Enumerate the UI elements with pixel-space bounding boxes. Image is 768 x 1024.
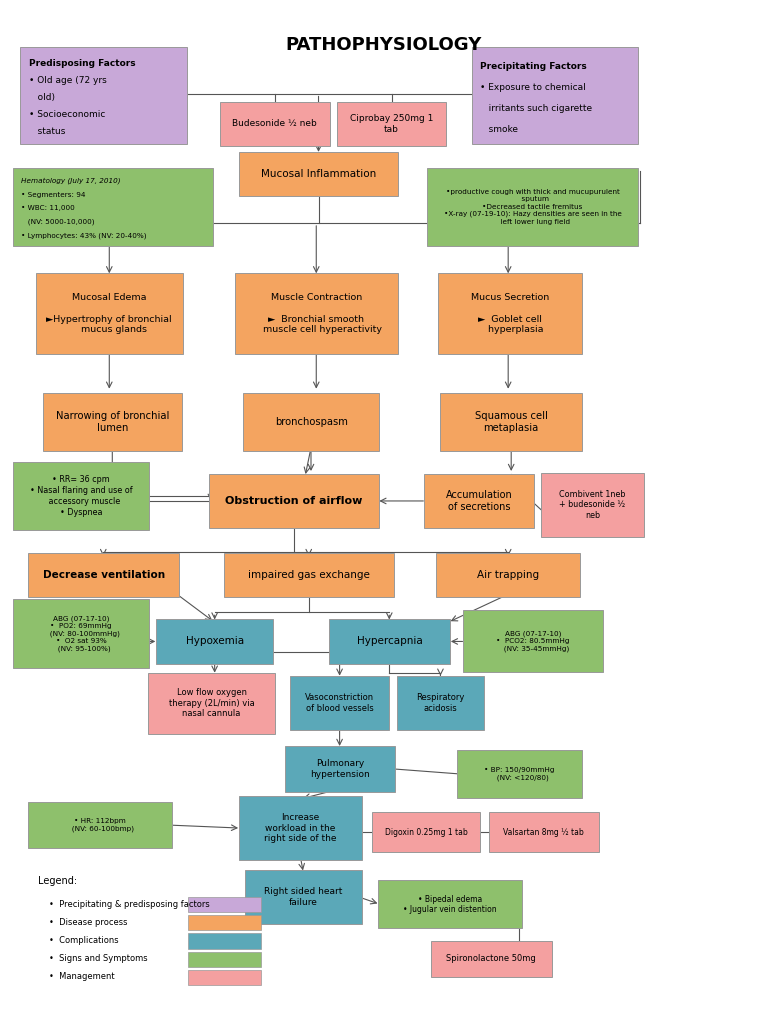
FancyBboxPatch shape [427,168,638,246]
Text: irritants such cigarette: irritants such cigarette [480,103,592,113]
Text: Increase
workload in the
right side of the: Increase workload in the right side of t… [264,813,336,844]
FancyBboxPatch shape [243,392,379,451]
Text: Pulmonary
hypertension: Pulmonary hypertension [310,759,370,779]
Text: • HR: 112bpm
   (NV: 60-100bmp): • HR: 112bpm (NV: 60-100bmp) [65,818,134,831]
Text: Spironolactone 50mg: Spironolactone 50mg [446,954,536,963]
FancyBboxPatch shape [187,897,260,912]
Text: Air trapping: Air trapping [477,570,539,581]
FancyBboxPatch shape [21,47,187,143]
FancyBboxPatch shape [439,273,582,354]
Text: Accumulation
of secretions: Accumulation of secretions [445,489,512,512]
Text: impaired gas exchange: impaired gas exchange [248,570,369,581]
Text: • Bipedal edema
• Jugular vein distention: • Bipedal edema • Jugular vein distentio… [403,895,497,914]
Text: Squamous cell
metaplasia: Squamous cell metaplasia [475,411,548,433]
FancyBboxPatch shape [245,870,362,925]
Text: Budesonide ½ neb: Budesonide ½ neb [233,119,317,128]
FancyBboxPatch shape [187,915,260,931]
Text: Respiratory
acidosis: Respiratory acidosis [416,693,465,713]
Text: Muscle Contraction

►  Bronchial smooth
    muscle cell hyperactivity: Muscle Contraction ► Bronchial smooth mu… [251,293,382,335]
FancyBboxPatch shape [472,47,638,143]
Text: status: status [28,127,65,136]
Text: •productive cough with thick and mucupurulent
  sputum
•Decreased tactile fremit: •productive cough with thick and mucupur… [444,189,621,224]
FancyBboxPatch shape [13,168,214,246]
Text: Narrowing of bronchial
lumen: Narrowing of bronchial lumen [55,411,169,433]
FancyBboxPatch shape [43,392,181,451]
FancyBboxPatch shape [220,101,329,145]
Text: (NV: 5000-10,000): (NV: 5000-10,000) [22,219,94,225]
FancyBboxPatch shape [235,273,398,354]
FancyBboxPatch shape [187,970,260,985]
FancyBboxPatch shape [440,392,582,451]
FancyBboxPatch shape [239,796,362,860]
Text: Obstruction of airflow: Obstruction of airflow [225,496,362,506]
Text: Valsartan 8mg ½ tab: Valsartan 8mg ½ tab [503,827,584,837]
FancyBboxPatch shape [28,553,179,597]
FancyBboxPatch shape [457,750,582,798]
Text: Legend:: Legend: [38,877,77,887]
FancyBboxPatch shape [463,610,603,672]
FancyBboxPatch shape [488,812,598,852]
FancyBboxPatch shape [35,273,183,354]
FancyBboxPatch shape [187,951,260,967]
Text: Precipitating Factors: Precipitating Factors [480,61,587,71]
Text: Hypoxemia: Hypoxemia [186,637,243,646]
Text: • BP: 150/90mmHg
   (NV: <120/80): • BP: 150/90mmHg (NV: <120/80) [485,767,554,780]
Text: Combivent 1neb
+ budesonide ½
neb: Combivent 1neb + budesonide ½ neb [559,489,626,520]
FancyBboxPatch shape [209,474,379,528]
Text: Predisposing Factors: Predisposing Factors [28,58,135,68]
Text: Mucus Secretion

►  Goblet cell
    hyperplasia: Mucus Secretion ► Goblet cell hyperplasi… [471,293,549,335]
Text: •  Signs and Symptoms: • Signs and Symptoms [49,954,147,963]
Text: Mucosal Edema

►Hypertrophy of bronchial
   mucus glands: Mucosal Edema ►Hypertrophy of bronchial … [47,293,172,335]
Text: ABG (07-17-10)
•  PO2: 69mmHg
   (NV: 80-100mmHg)
•  O2 sat 93%
   (NV: 95-100%): ABG (07-17-10) • PO2: 69mmHg (NV: 80-100… [43,615,120,651]
Text: • Lymphocytes: 43% (NV: 20-40%): • Lymphocytes: 43% (NV: 20-40%) [22,232,147,239]
FancyBboxPatch shape [187,934,260,948]
Text: • Exposure to chemical: • Exposure to chemical [480,83,586,91]
FancyBboxPatch shape [239,152,398,196]
FancyBboxPatch shape [378,881,521,929]
Text: Hematology (July 17, 2010): Hematology (July 17, 2010) [22,178,121,184]
Text: bronchospasm: bronchospasm [275,417,348,427]
Text: Low flow oxygen
therapy (2L/min) via
nasal cannula: Low flow oxygen therapy (2L/min) via nas… [169,688,254,719]
Text: •  Disease process: • Disease process [49,918,127,927]
FancyBboxPatch shape [436,553,580,597]
Text: old): old) [28,93,55,101]
Text: •  Management: • Management [49,972,114,981]
Text: Decrease ventilation: Decrease ventilation [42,570,164,581]
Text: •  Complications: • Complications [49,936,119,945]
Text: Vasoconstriction
of blood vessels: Vasoconstriction of blood vessels [305,693,374,713]
FancyBboxPatch shape [290,676,389,730]
FancyBboxPatch shape [13,462,149,530]
Text: • WBC: 11,000: • WBC: 11,000 [22,205,75,211]
FancyBboxPatch shape [156,620,273,664]
FancyBboxPatch shape [13,599,149,668]
FancyBboxPatch shape [148,673,275,734]
Text: • Old age (72 yrs: • Old age (72 yrs [28,76,107,85]
Text: PATHOPHYSIOLOGY: PATHOPHYSIOLOGY [286,37,482,54]
FancyBboxPatch shape [397,676,484,730]
Text: • Socioeconomic: • Socioeconomic [28,110,105,119]
FancyBboxPatch shape [329,620,450,664]
Text: smoke: smoke [480,125,518,134]
FancyBboxPatch shape [431,940,552,977]
FancyBboxPatch shape [28,802,172,848]
Text: •  Precipitating & predisposing factors: • Precipitating & predisposing factors [49,900,210,909]
Text: Ciprobay 250mg 1
tab: Ciprobay 250mg 1 tab [350,114,433,133]
FancyBboxPatch shape [541,473,644,537]
Text: • Segmenters: 94: • Segmenters: 94 [22,191,86,198]
Text: Hypercapnia: Hypercapnia [357,637,422,646]
Text: Right sided heart
failure: Right sided heart failure [264,888,343,907]
Text: ABG (07-17-10)
•  PCO2: 80.5mmHg
   (NV: 35-45mmHg): ABG (07-17-10) • PCO2: 80.5mmHg (NV: 35-… [496,630,570,651]
FancyBboxPatch shape [372,812,480,852]
FancyBboxPatch shape [424,474,534,528]
Text: Digoxin 0.25mg 1 tab: Digoxin 0.25mg 1 tab [385,827,468,837]
FancyBboxPatch shape [336,101,446,145]
FancyBboxPatch shape [223,553,394,597]
Text: Mucosal Inflammation: Mucosal Inflammation [260,169,376,179]
Text: • RR= 36 cpm
• Nasal flaring and use of
   accessory muscle
• Dyspnea: • RR= 36 cpm • Nasal flaring and use of … [30,475,132,516]
FancyBboxPatch shape [286,745,396,792]
